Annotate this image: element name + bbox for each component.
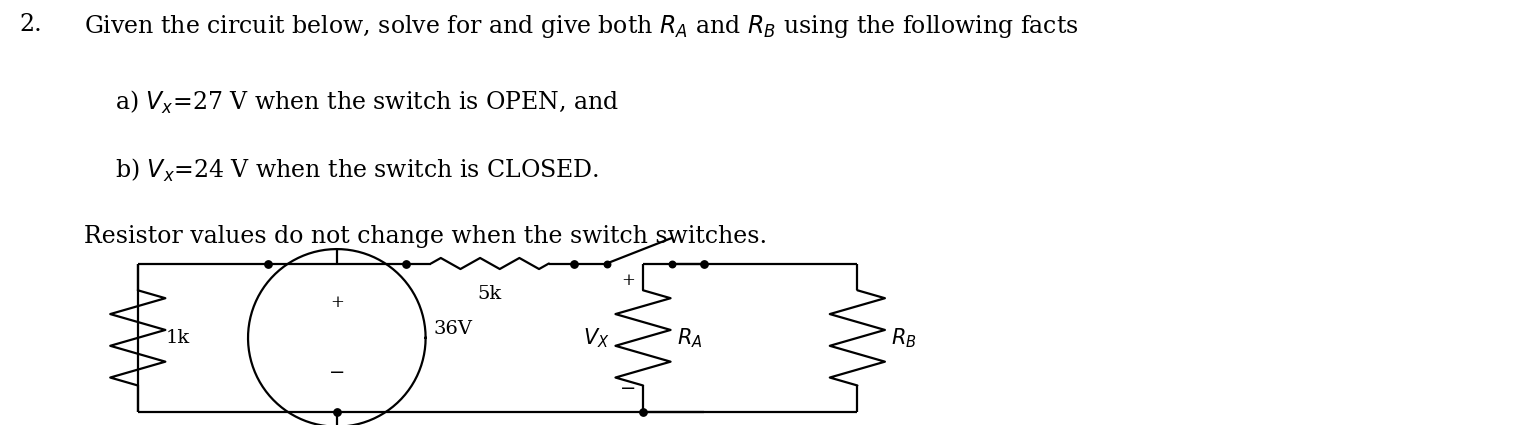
Text: +: + — [620, 272, 635, 289]
Text: a) $V_x$=27 V when the switch is OPEN, and: a) $V_x$=27 V when the switch is OPEN, a… — [115, 89, 619, 116]
Point — [631, 409, 655, 416]
Point — [393, 260, 418, 267]
Text: −: − — [329, 364, 344, 382]
Text: Given the circuit below, solve for and give both $R_A$ and $R_B$ using the follo: Given the circuit below, solve for and g… — [84, 13, 1079, 40]
Text: 2.: 2. — [20, 13, 43, 36]
Point — [660, 260, 684, 267]
Point — [562, 260, 586, 267]
Text: $R_B$: $R_B$ — [891, 326, 917, 350]
Text: −: − — [620, 380, 635, 398]
Text: 5k: 5k — [478, 285, 502, 303]
Text: Resistor values do not change when the switch switches.: Resistor values do not change when the s… — [84, 225, 767, 248]
Text: 36V: 36V — [433, 320, 472, 338]
Point — [594, 260, 619, 267]
Point — [692, 260, 717, 267]
Point — [325, 409, 349, 416]
Text: 1k: 1k — [165, 329, 190, 347]
Point — [256, 260, 280, 267]
Text: +: + — [329, 294, 344, 311]
Text: $V_X$: $V_X$ — [583, 326, 609, 350]
Text: $R_A$: $R_A$ — [677, 326, 703, 350]
Text: b) $V_x$=24 V when the switch is CLOSED.: b) $V_x$=24 V when the switch is CLOSED. — [115, 157, 599, 184]
